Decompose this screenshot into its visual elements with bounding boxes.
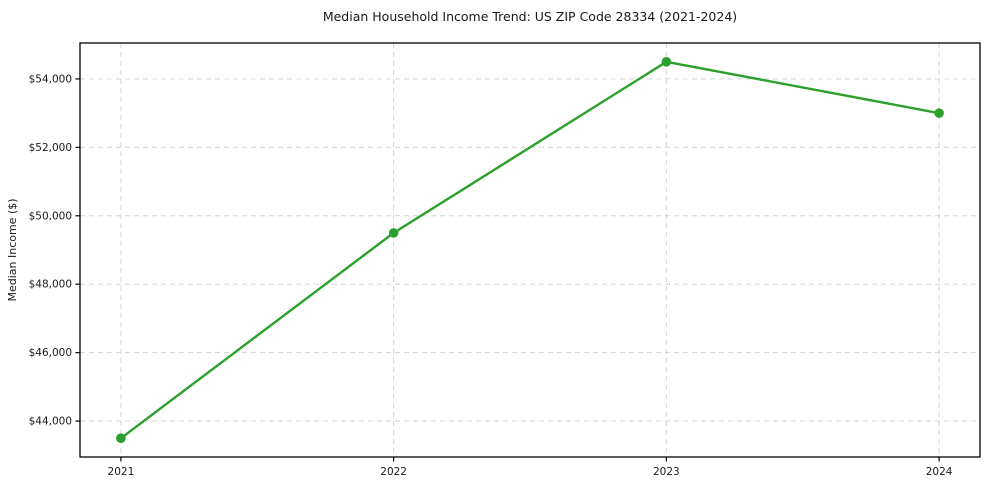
chart-title: Median Household Income Trend: US ZIP Co… xyxy=(323,9,737,24)
data-point-2024 xyxy=(934,108,944,118)
x-tick-label: 2023 xyxy=(653,466,680,478)
y-axis-label: Median Income ($) xyxy=(6,198,19,301)
data-point-2022 xyxy=(388,228,399,238)
y-tick-label: $50,000 xyxy=(29,210,72,222)
data-point-2023 xyxy=(661,57,672,67)
y-tick-label: $52,000 xyxy=(29,142,72,154)
plot-border xyxy=(79,42,981,458)
plot-area: $44,000 $46,000 $48,000 $50,000 $52,000 $54,0… xyxy=(29,42,981,478)
y-tick-label: $54,000 xyxy=(29,73,72,85)
data-point-2021 xyxy=(116,433,126,443)
x-tick-label: 2022 xyxy=(380,466,407,478)
x-tick-label: 2021 xyxy=(108,466,135,478)
trend-line xyxy=(119,60,941,440)
x-tick-label: 2024 xyxy=(926,466,953,478)
y-tick-label: $44,000 xyxy=(29,416,72,428)
y-tick-label: $46,000 xyxy=(29,347,72,359)
y-tick-label: $48,000 xyxy=(29,279,72,291)
